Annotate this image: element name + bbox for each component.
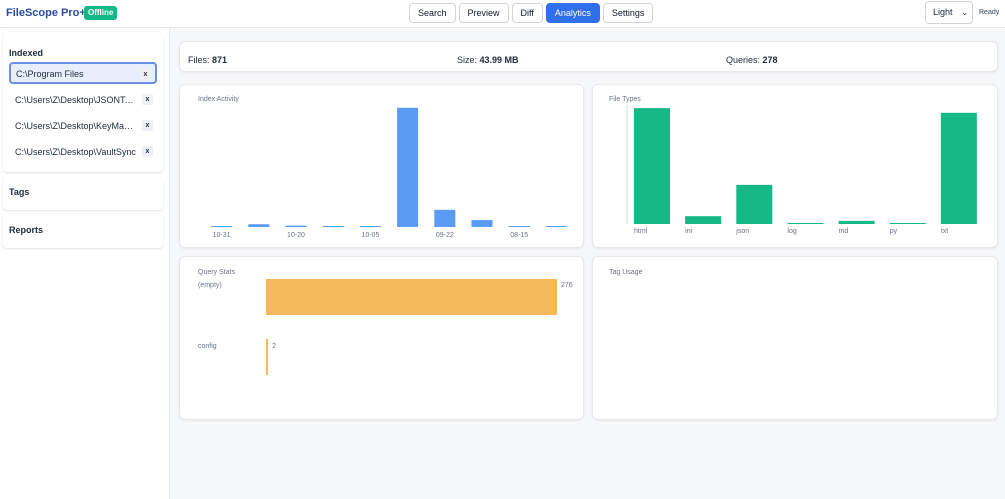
app-title: FileScope Pro+ <box>6 7 86 19</box>
index-activity-chart: 10-31 10-20 10-05 09-22 08-15 <box>211 107 567 239</box>
bar <box>397 107 419 227</box>
data-label: 2 <box>272 343 276 350</box>
query-stats-chart: (empty) 276 config 2 <box>198 279 573 375</box>
bar <box>211 226 233 227</box>
index-activity-card: Index Activity 10-31 10-20 10-05 09-22 08-15 <box>179 84 584 248</box>
bar <box>471 220 493 227</box>
tab-analytics[interactable]: Analytics <box>545 3 600 23</box>
indexed-item-label: C:\Users\Z\Desktop\VaultSync <box>15 147 136 157</box>
chart-title: Tag Usage <box>609 269 643 276</box>
bar <box>285 225 307 227</box>
indexed-panel: Indexed C:\Program Files x C:\Users\Z\De… <box>3 32 163 172</box>
tick-label: 10-20 <box>287 232 305 239</box>
bar <box>434 209 456 227</box>
data-label: 276 <box>561 282 573 289</box>
bar <box>359 226 381 227</box>
indexed-item-label: C:\Users\Z\Desktop\JSONToolkit <box>15 95 137 105</box>
stats-bar: Files: 871 Size: 43.99 MB Queries: 278 <box>179 41 998 72</box>
tab-settings[interactable]: Settings <box>602 3 654 23</box>
tab-diff[interactable]: Diff <box>511 3 543 23</box>
sidebar: Indexed C:\Program Files x C:\Users\Z\De… <box>0 28 170 499</box>
bar <box>940 112 977 224</box>
tab-search[interactable]: Search <box>409 3 456 23</box>
category-label: (empty) <box>198 282 222 289</box>
tick-label: md <box>839 228 849 235</box>
bar <box>545 226 567 227</box>
tick-label: 09-22 <box>436 232 454 239</box>
theme-select[interactable]: Light ⌄ <box>925 1 973 24</box>
reports-panel[interactable]: Reports <box>3 214 163 248</box>
tick-label: txt <box>941 228 948 235</box>
tick-label: 08-15 <box>510 232 528 239</box>
remove-button[interactable]: x <box>142 146 153 157</box>
tick-label: log <box>787 228 796 235</box>
file-types-chart: html ini json log md py txt <box>626 105 977 235</box>
indexed-item[interactable]: C:\Users\Z\Desktop\KeyMapper x <box>9 115 157 137</box>
size-stat: Size: 43.99 MB <box>457 55 519 65</box>
indexed-item-label: C:\Program Files <box>16 69 84 79</box>
file-types-card: File Types html ini json log md py txt <box>592 84 998 248</box>
status-text: Ready <box>979 9 1000 16</box>
indexed-item[interactable]: C:\Users\Z\Desktop\JSONToolkit x <box>9 89 157 111</box>
theme-select-value: Light <box>933 7 953 17</box>
bar <box>685 216 722 224</box>
bar <box>736 184 773 224</box>
remove-button[interactable]: x <box>142 120 153 131</box>
chevron-down-icon: ⌄ <box>961 8 968 17</box>
status-badge: Offline <box>84 6 118 20</box>
queries-stat: Queries: 278 <box>726 55 778 65</box>
tick-label: 10-31 <box>213 232 231 239</box>
indexed-item[interactable]: C:\Program Files x <box>9 62 157 84</box>
tags-panel[interactable]: Tags <box>3 176 163 210</box>
tick-label: 10-05 <box>361 232 379 239</box>
bar <box>266 339 269 375</box>
remove-button[interactable]: x <box>142 94 153 105</box>
query-stats-card: Query Stats (empty) 276 config 2 <box>179 256 584 420</box>
tag-usage-card: Tag Usage <box>592 256 998 420</box>
tab-preview[interactable]: Preview <box>458 3 509 23</box>
reports-title: Reports <box>9 225 44 235</box>
files-stat: Files: 871 <box>188 55 228 65</box>
remove-button[interactable]: x <box>140 69 151 80</box>
bar <box>889 223 926 224</box>
tick-label: ini <box>685 228 692 235</box>
bar <box>634 108 670 224</box>
indexed-item-label: C:\Users\Z\Desktop\KeyMapper <box>15 121 137 131</box>
chart-title: File Types <box>609 96 641 103</box>
indexed-item[interactable]: C:\Users\Z\Desktop\VaultSync x <box>9 141 157 163</box>
bar <box>266 279 557 315</box>
bar <box>322 226 344 227</box>
bar <box>508 226 530 227</box>
tick-label: py <box>890 228 898 235</box>
bar <box>248 224 270 227</box>
bar <box>787 223 824 224</box>
bar <box>838 220 875 224</box>
main-tabs: Search Preview Diff Analytics Settings <box>409 3 654 23</box>
category-label: config <box>198 343 217 350</box>
tick-label: json <box>735 228 749 235</box>
chart-title: Index Activity <box>198 96 239 103</box>
tick-label: html <box>634 228 648 235</box>
chart-title: Query Stats <box>198 269 235 276</box>
tags-title: Tags <box>9 187 30 197</box>
top-bar: FileScope Pro+ Offline Search Preview Di… <box>0 0 1005 28</box>
indexed-title: Indexed <box>9 48 44 58</box>
